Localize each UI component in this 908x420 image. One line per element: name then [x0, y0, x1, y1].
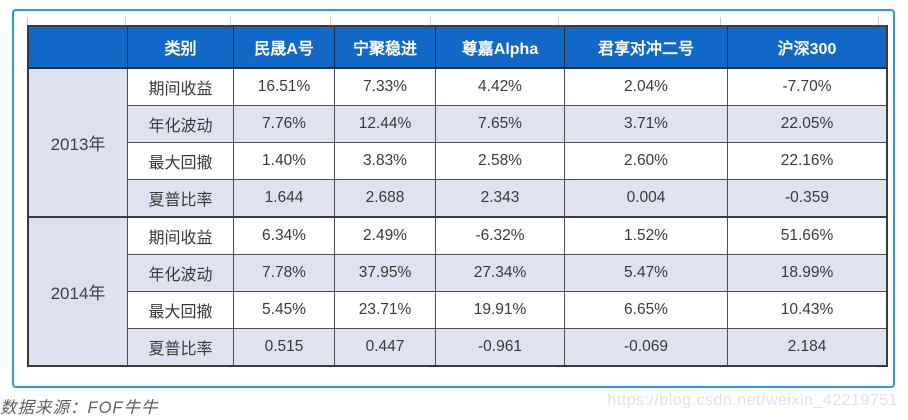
gridline-stub: [430, 17, 431, 25]
value-cell: 2.60%: [564, 142, 728, 180]
value-cell: 5.47%: [564, 254, 728, 292]
value-cell: -0.069: [564, 328, 728, 367]
value-cell: 19.91%: [435, 291, 565, 329]
value-cell: -0.359: [727, 179, 888, 218]
value-cell: 23.71%: [334, 291, 436, 329]
year-cell: 2014年: [27, 216, 128, 367]
value-cell: 51.66%: [727, 216, 888, 255]
table-row: 最大回撤 1.40% 3.83% 2.58% 2.60% 22.16%: [28, 142, 888, 180]
value-cell: 1.644: [233, 179, 335, 218]
metric-label-cell: 期间收益: [127, 216, 234, 255]
performance-table-wrap: 类别 民晟A号 宁聚稳进 尊嘉Alpha 君享对冲二号 沪深300 2013年 期间收益 16…: [27, 25, 888, 367]
gridline-stub: [878, 17, 879, 25]
year-cell: 2013年: [27, 67, 128, 218]
metric-label-cell: 年化波动: [127, 254, 234, 292]
column-header-2: 宁聚稳进: [334, 25, 436, 69]
table-row: 2013年 期间收益 16.51% 7.33% 4.42% 2.04% -7.70%: [27, 67, 888, 218]
header-row: 类别 民晟A号 宁聚稳进 尊嘉Alpha 君享对冲二号 沪深300: [27, 25, 888, 69]
table-row: 年化波动 7.76% 12.44% 7.65% 3.71% 22.05%: [28, 105, 888, 143]
value-cell: 1.52%: [564, 216, 728, 255]
value-cell: 37.95%: [334, 254, 436, 292]
value-cell: 2.688: [334, 179, 436, 218]
value-cell: 12.44%: [334, 105, 436, 143]
metric-label-cell: 夏普比率: [127, 328, 234, 367]
metric-label-cell: 最大回撤: [127, 142, 234, 180]
table-row: 夏普比率 1.644 2.688 2.343 0.004 -0.359: [28, 179, 888, 218]
table-header: 类别 民晟A号 宁聚稳进 尊嘉Alpha 君享对冲二号 沪深300: [27, 25, 888, 69]
value-cell: 0.447: [334, 328, 436, 367]
value-cell: 16.51%: [233, 67, 335, 106]
value-cell: 7.65%: [435, 105, 565, 143]
table-row: 年化波动 7.78% 37.95% 27.34% 5.47% 18.99%: [28, 254, 888, 292]
gridline-stub: [720, 17, 721, 25]
value-cell: 0.004: [564, 179, 728, 218]
value-cell: 3.71%: [564, 105, 728, 143]
gridline-stub: [558, 17, 559, 25]
value-cell: 3.83%: [334, 142, 436, 180]
value-cell: 7.76%: [233, 105, 335, 143]
value-cell: 7.78%: [233, 254, 335, 292]
value-cell: 6.34%: [233, 216, 335, 255]
gridline-stub: [125, 17, 126, 25]
gridline-stub: [330, 17, 331, 25]
value-cell: 1.40%: [233, 142, 335, 180]
value-cell: 22.16%: [727, 142, 888, 180]
watermark-url: https://blog.csdn.net/weixin_42219751: [607, 392, 898, 409]
table-row: 最大回撤 5.45% 23.71% 19.91% 6.65% 10.43%: [28, 291, 888, 329]
corner-cell: [27, 25, 128, 69]
gridline-stub: [27, 17, 28, 25]
column-header-4: 君享对冲二号: [564, 25, 728, 69]
value-cell: 4.42%: [435, 67, 565, 106]
table-body: 2013年 期间收益 16.51% 7.33% 4.42% 2.04% -7.70% 年化波动…: [27, 67, 888, 367]
data-source-note: 数据来源：FOF牛牛: [0, 399, 159, 417]
value-cell: 0.515: [233, 328, 335, 367]
value-cell: 22.05%: [727, 105, 888, 143]
table-row: 2014年 期间收益 6.34% 2.49% -6.32% 1.52% 51.66%: [27, 216, 888, 367]
performance-table: 类别 民晟A号 宁聚稳进 尊嘉Alpha 君享对冲二号 沪深300 2013年 期间收益 16…: [27, 25, 888, 367]
column-header-0: 类别: [127, 25, 234, 69]
column-header-5: 沪深300: [727, 25, 888, 69]
value-cell: 18.99%: [727, 254, 888, 292]
table-row: 夏普比率 0.515 0.447 -0.961 -0.069 2.184: [28, 328, 888, 367]
value-cell: 7.33%: [334, 67, 436, 106]
metric-label-cell: 期间收益: [127, 67, 234, 106]
value-cell: 5.45%: [233, 291, 335, 329]
value-cell: 2.49%: [334, 216, 436, 255]
value-cell: -7.70%: [727, 67, 888, 106]
value-cell: 27.34%: [435, 254, 565, 292]
metric-label-cell: 最大回撤: [127, 291, 234, 329]
gridline-stub: [230, 17, 231, 25]
metric-label-cell: 夏普比率: [127, 179, 234, 218]
value-cell: 2.184: [727, 328, 888, 367]
column-header-3: 尊嘉Alpha: [435, 25, 565, 69]
value-cell: 10.43%: [727, 291, 888, 329]
value-cell: 2.343: [435, 179, 565, 218]
value-cell: -0.961: [435, 328, 565, 367]
value-cell: 2.04%: [564, 67, 728, 106]
value-cell: -6.32%: [435, 216, 565, 255]
value-cell: 6.65%: [564, 291, 728, 329]
value-cell: 2.58%: [435, 142, 565, 180]
column-header-1: 民晟A号: [233, 25, 335, 69]
metric-label-cell: 年化波动: [127, 105, 234, 143]
